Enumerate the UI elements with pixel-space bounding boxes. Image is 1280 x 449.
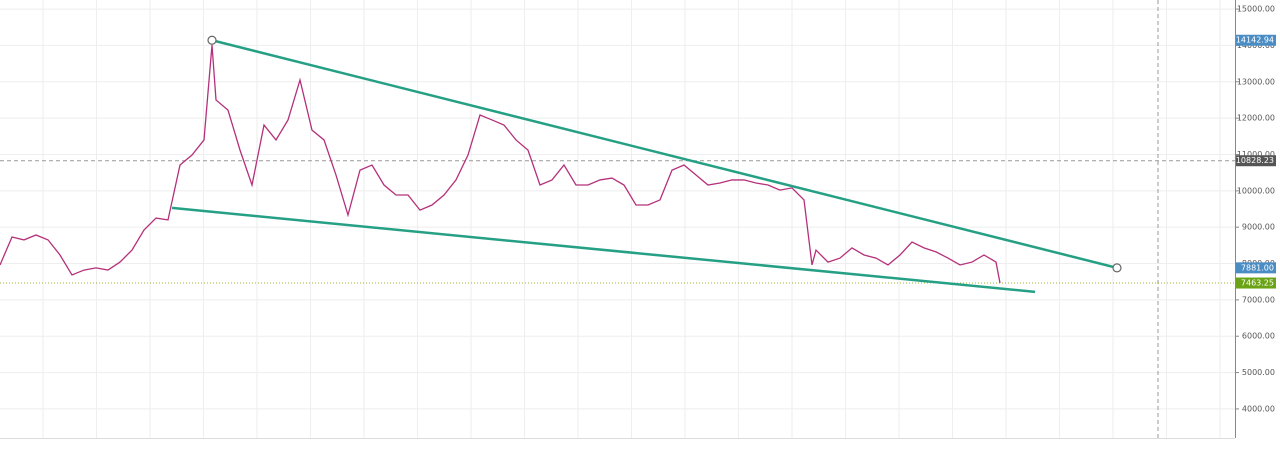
y-tick-label: 6000.00: [1242, 332, 1275, 341]
trendline-handle: [1112, 263, 1122, 273]
y-tick-label: 15000.00: [1237, 5, 1275, 14]
trendline-handle: [207, 35, 217, 45]
price-label-box: [1236, 34, 1276, 46]
price-label-box: [1236, 277, 1276, 289]
y-tick-label: 10000.00: [1237, 186, 1275, 195]
price-label-box: [1236, 262, 1276, 274]
y-tick-label: 5000.00: [1242, 368, 1275, 377]
price-label: 14142.94: [1236, 36, 1274, 45]
trendline: [211, 39, 1118, 270]
y-tick-label: 7000.00: [1242, 295, 1275, 304]
y-tick-label: 11000.00: [1237, 150, 1275, 159]
y-tick-label: 13000.00: [1237, 77, 1275, 86]
price-label: 10828.23: [1236, 156, 1274, 165]
price-label: 7881.00: [1241, 263, 1274, 272]
price-line: [0, 45, 1001, 284]
y-tick-label: 9000.00: [1242, 223, 1275, 232]
y-tick-label: 4000.00: [1242, 404, 1275, 413]
price-label: 7463.25: [1241, 279, 1274, 288]
y-tick-label: 12000.00: [1237, 114, 1275, 123]
trendline: [171, 206, 1036, 294]
price-label-box: [1236, 155, 1276, 167]
